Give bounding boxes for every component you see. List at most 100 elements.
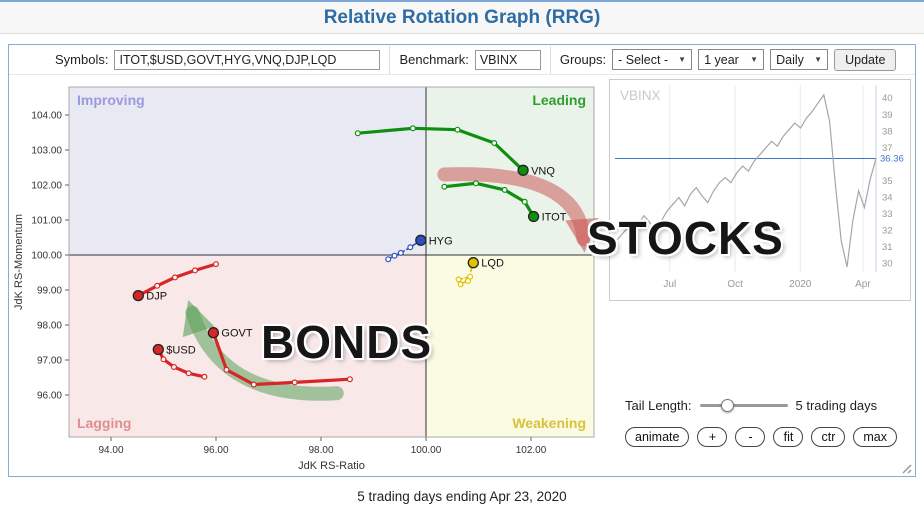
zoom-in-button[interactable]: + — [697, 427, 728, 447]
y-tick: 99.00 — [37, 286, 62, 297]
symbol-head-HYG[interactable] — [415, 234, 427, 246]
y-tick: 96.00 — [37, 391, 62, 402]
page-title: Relative Rotation Graph (RRG) — [323, 6, 601, 28]
y-tick: 97.00 — [37, 356, 62, 367]
y-tick: 103.00 — [31, 146, 62, 157]
chevron-down-icon: ▼ — [750, 55, 759, 64]
tail-node — [185, 370, 192, 377]
rrg-chart-area: Improving Leading Lagging Weakening 96.00 97.… — [9, 75, 609, 477]
tail-node — [521, 198, 528, 205]
bench-y-tick: 39 — [882, 110, 893, 121]
zoom-out-button[interactable]: - — [735, 427, 766, 447]
symbol-label: LQD — [481, 258, 504, 270]
symbol-head-DJP[interactable] — [132, 289, 144, 302]
bench-y-tick: 38 — [882, 126, 893, 137]
bench-y-tick: 40 — [882, 93, 893, 104]
rrg-panel: Symbols: Benchmark: Groups: - Select - ▼… — [8, 44, 916, 477]
quadrant-label: Weakening — [512, 415, 586, 431]
tail-length-value: 5 trading days — [795, 397, 878, 413]
bench-y-tick: 33 — [882, 209, 893, 220]
quadrant-bottom-right — [426, 255, 594, 437]
tail-node — [407, 244, 414, 251]
tail-node — [250, 381, 257, 388]
symbol-head-$USD[interactable] — [152, 343, 164, 356]
tail-length-slider[interactable] — [699, 397, 788, 413]
chevron-down-icon: ▼ — [678, 55, 687, 64]
tail-node — [501, 186, 508, 193]
update-button[interactable]: Update — [834, 48, 897, 71]
tail-node — [223, 366, 230, 373]
quadrant-label: Lagging — [77, 415, 131, 431]
symbol-label: $USD — [166, 345, 195, 357]
tail-node — [454, 126, 461, 133]
bench-x-tick: 2020 — [789, 279, 812, 290]
tail-node — [409, 125, 416, 132]
tail-node — [491, 139, 498, 146]
period-select[interactable]: 1 year ▼ — [698, 49, 765, 70]
period-select-value: 1 year — [704, 52, 739, 67]
tail-node — [354, 130, 361, 137]
fit-button[interactable]: fit — [773, 427, 804, 447]
y-tick: 101.00 — [31, 216, 62, 227]
tail-node — [455, 276, 462, 283]
resize-handle[interactable] — [899, 461, 912, 474]
bench-x-tick: Jul — [663, 279, 676, 290]
toolbar-divider — [549, 45, 551, 74]
tail-length-control: Tail Length: 5 trading days — [609, 397, 913, 413]
symbol-head-GOVT[interactable] — [207, 327, 220, 339]
y-tick: 100.00 — [31, 251, 62, 262]
tail-node — [201, 373, 208, 380]
tail-node — [457, 281, 464, 288]
y-tick: 104.00 — [31, 111, 62, 122]
x-tick: 100.00 — [411, 445, 442, 456]
bench-x-tick: Apr — [855, 279, 871, 290]
tail-length-label: Tail Length: — [625, 397, 692, 413]
bench-x-tick: Oct — [727, 279, 743, 290]
symbol-head-ITOT[interactable] — [527, 210, 540, 223]
symbol-head-VNQ[interactable] — [517, 164, 529, 176]
bench-y-tick: 34 — [882, 193, 893, 204]
symbol-label: VNQ — [531, 165, 555, 177]
benchmark-svg: Jul Oct 2020 Apr 30 31 32 33 34 35 37 38 39 40 36.36 VB… — [614, 85, 904, 290]
tail-node — [391, 252, 398, 259]
bonds-arrow — [182, 299, 344, 401]
tail-node — [397, 249, 404, 256]
symbols-input[interactable] — [114, 49, 381, 70]
symbol-label: GOVT — [221, 328, 252, 340]
x-tick: 96.00 — [203, 445, 228, 456]
x-tick: 94.00 — [98, 445, 123, 456]
y-axis-title: JdK RS-Momentum — [13, 214, 25, 310]
right-panel: Jul Oct 2020 Apr 30 31 32 33 34 35 37 38 39 40 36.36 VB… — [609, 75, 913, 477]
y-tick: 102.00 — [31, 181, 62, 192]
chevron-down-icon: ▼ — [814, 55, 823, 64]
frequency-select-value: Daily — [776, 52, 804, 67]
bench-y-tick: 32 — [882, 226, 893, 237]
groups-select[interactable]: - Select - ▼ — [612, 49, 693, 70]
center-button[interactable]: ctr — [811, 427, 846, 447]
bench-price-line — [614, 93, 877, 268]
bench-title: VBINX — [620, 88, 661, 103]
content: Improving Leading Lagging Weakening 96.00 97.… — [9, 75, 915, 477]
quadrant-label: Leading — [532, 92, 586, 108]
quadrant-top-left — [69, 87, 426, 255]
symbol-head-LQD[interactable] — [467, 257, 479, 269]
bench-y-tick: 31 — [882, 242, 893, 253]
tail-node — [441, 183, 448, 190]
tail-node — [472, 180, 479, 187]
tail-node — [346, 376, 353, 383]
y-tick: 98.00 — [37, 321, 62, 332]
benchmark-input[interactable] — [474, 49, 541, 70]
benchmark-chart: Jul Oct 2020 Apr 30 31 32 33 34 35 37 38 39 40 36.36 VB… — [609, 79, 911, 301]
max-button[interactable]: max — [853, 427, 897, 447]
tail-node — [385, 256, 392, 263]
animate-button[interactable]: animate — [625, 427, 690, 447]
footer-caption: 5 trading days ending Apr 23, 2020 — [357, 489, 567, 504]
frequency-select[interactable]: Daily ▼ — [770, 49, 829, 70]
page-header: Relative Rotation Graph (RRG) — [0, 2, 924, 34]
symbol-label: ITOT — [542, 212, 567, 224]
rrg-chart[interactable]: Improving Leading Lagging Weakening 96.00 97.… — [9, 79, 609, 477]
toolbar: Symbols: Benchmark: Groups: - Select - ▼… — [9, 45, 915, 75]
tail-node — [213, 261, 220, 268]
groups-select-value: - Select - — [618, 52, 669, 67]
tail-node — [171, 364, 178, 371]
